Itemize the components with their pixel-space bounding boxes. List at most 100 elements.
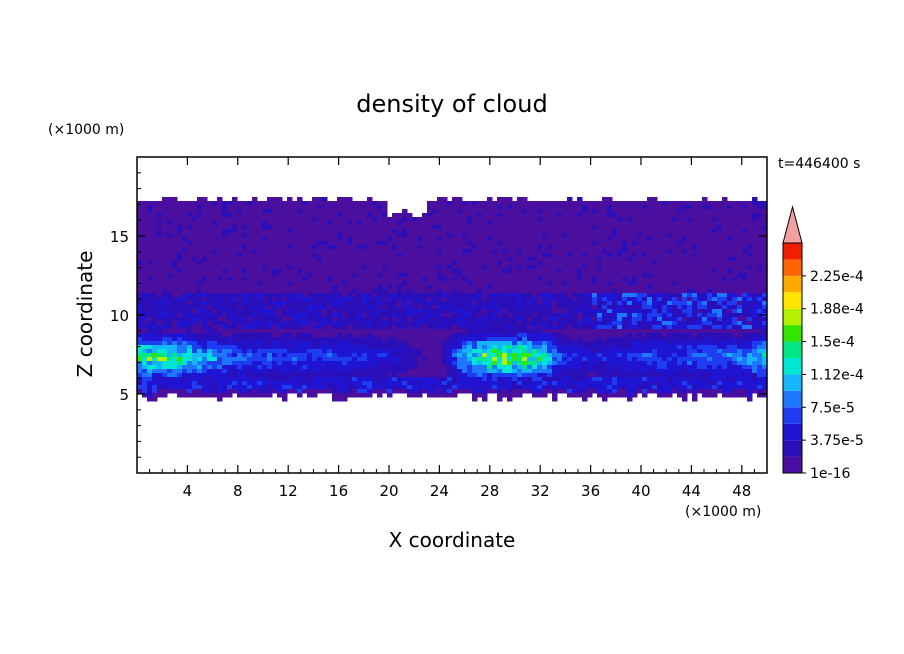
field-cell (342, 317, 348, 322)
field-cell (207, 313, 213, 318)
field-cell (262, 273, 268, 278)
field-cell (607, 289, 613, 294)
field-cell (492, 241, 498, 246)
field-cell (227, 241, 233, 246)
field-cell (412, 261, 418, 266)
field-cell (162, 253, 168, 258)
field-cell (137, 253, 143, 258)
field-cell (542, 213, 548, 218)
field-cell (317, 221, 323, 226)
field-cell (512, 369, 518, 374)
field-cell (592, 301, 598, 306)
field-cell (252, 285, 258, 290)
field-cell (587, 345, 593, 350)
field-cell (487, 201, 493, 206)
field-cell (602, 353, 608, 358)
field-cell (337, 225, 343, 230)
field-cell (377, 293, 383, 298)
field-cell (332, 345, 338, 350)
field-cell (392, 297, 398, 302)
field-cell (372, 381, 378, 386)
field-cell (557, 209, 563, 214)
field-cell (372, 309, 378, 314)
field-cell (422, 225, 428, 230)
field-cell (312, 213, 318, 218)
field-cell (197, 337, 203, 342)
field-cell (402, 357, 408, 362)
field-cell (317, 237, 323, 242)
field-cell (552, 293, 558, 298)
field-cell (607, 305, 613, 310)
field-cell (492, 293, 498, 298)
field-cell (482, 329, 488, 334)
field-cell (172, 221, 178, 226)
field-cell (162, 293, 168, 298)
field-cell (312, 285, 318, 290)
field-cell (202, 289, 208, 294)
field-cell (237, 317, 243, 322)
field-cell (262, 281, 268, 286)
field-cell (582, 337, 588, 342)
field-cell (157, 373, 163, 378)
field-cell (257, 377, 263, 382)
field-cell (327, 281, 333, 286)
field-cell (512, 297, 518, 302)
field-cell (227, 297, 233, 302)
field-cell (162, 313, 168, 318)
field-cell (177, 341, 183, 346)
field-cell (177, 229, 183, 234)
field-cell (637, 345, 643, 350)
field-cell (537, 345, 543, 350)
field-cell (427, 317, 433, 322)
field-cell (197, 317, 203, 322)
field-cell (412, 253, 418, 258)
field-cell (542, 273, 548, 278)
field-cell (227, 285, 233, 290)
field-cell (322, 329, 328, 334)
field-cell (472, 337, 478, 342)
field-cell (282, 289, 288, 294)
field-cell (232, 217, 238, 222)
field-cell (522, 241, 528, 246)
field-cell (237, 237, 243, 242)
field-cell (597, 293, 603, 298)
field-cell (507, 265, 513, 270)
field-cell (297, 345, 303, 350)
field-cell (267, 381, 273, 386)
field-cell (267, 305, 273, 310)
field-cell (337, 201, 343, 206)
field-cell (427, 393, 433, 398)
field-cell (592, 385, 598, 390)
field-cell (382, 341, 388, 346)
field-cell (262, 365, 268, 370)
field-cell (312, 321, 318, 326)
field-cell (302, 237, 308, 242)
field-cell (482, 281, 488, 286)
field-cell (377, 289, 383, 294)
field-cell (522, 385, 528, 390)
field-cell (577, 373, 583, 378)
field-cell (237, 321, 243, 326)
field-cell (462, 381, 468, 386)
field-cell (447, 281, 453, 286)
field-cell (167, 253, 173, 258)
field-cell (432, 273, 438, 278)
field-cell (437, 289, 443, 294)
field-cell (162, 385, 168, 390)
field-cell (472, 269, 478, 274)
field-cell (162, 197, 168, 202)
field-cell (287, 381, 293, 386)
field-cell (377, 381, 383, 386)
field-cell (572, 257, 578, 262)
field-cell (137, 201, 143, 206)
field-cell (537, 245, 543, 250)
field-cell (532, 229, 538, 234)
field-cell (177, 293, 183, 298)
field-cell (362, 249, 368, 254)
field-cell (277, 201, 283, 206)
field-cell (337, 361, 343, 366)
field-cell (457, 245, 463, 250)
field-cell (392, 249, 398, 254)
field-cell (237, 393, 243, 398)
field-cell (227, 341, 233, 346)
